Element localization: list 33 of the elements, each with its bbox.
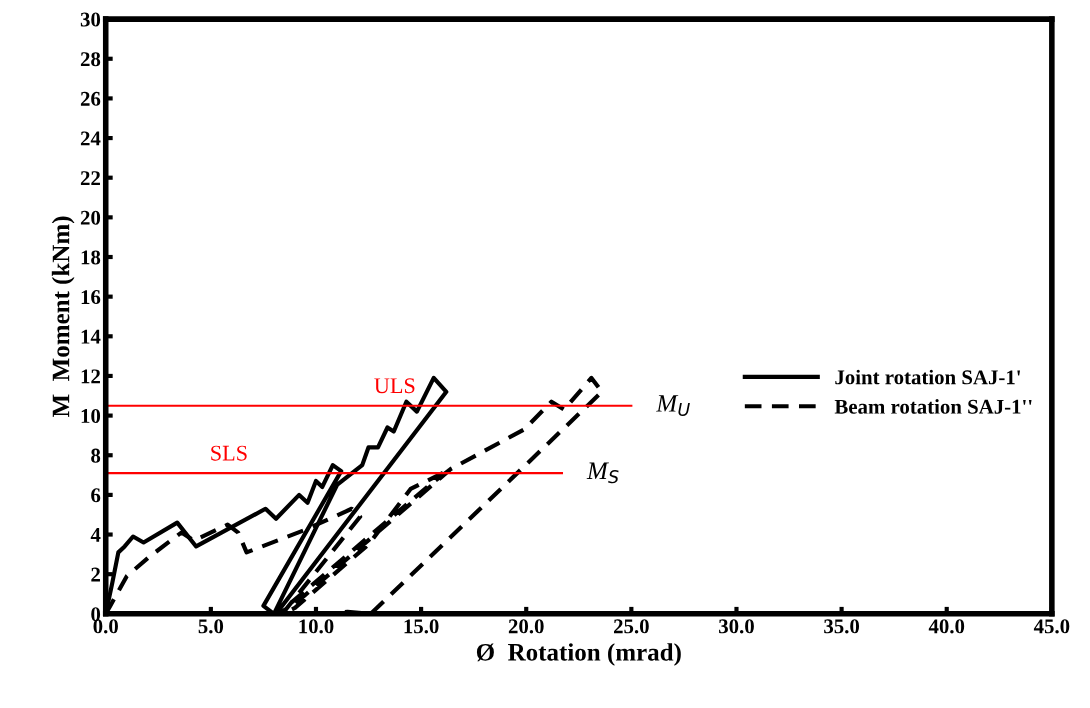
x-tick-label: 40.0 bbox=[928, 619, 965, 634]
x-tick-label: 25.0 bbox=[614, 619, 649, 634]
y-tick-label: 26 bbox=[80, 91, 101, 106]
ref-line-label: SLS bbox=[211, 445, 247, 461]
ref-line-label: ULS bbox=[374, 378, 415, 394]
y-tick-label: 8 bbox=[91, 448, 101, 463]
y-tick-label: 30 bbox=[80, 12, 101, 27]
x-tick-label: 35.0 bbox=[824, 619, 860, 634]
y-tick-label: 20 bbox=[80, 210, 101, 225]
y-tick-label: 2 bbox=[91, 567, 100, 582]
x-tick-label: 20.0 bbox=[508, 619, 544, 634]
y-tick-label: 6 bbox=[91, 488, 101, 503]
y-tick-label: 4 bbox=[90, 528, 101, 542]
y-tick-label: 16 bbox=[81, 290, 101, 305]
x-tick-label: 15.0 bbox=[404, 619, 439, 634]
y-tick-label: 12 bbox=[81, 369, 100, 384]
y-tick-label: 10 bbox=[81, 408, 101, 424]
x-axis-title: Ø Rotation (mrad) bbox=[476, 643, 681, 666]
y-tick-label: 14 bbox=[81, 329, 101, 344]
x-tick-label: 5.0 bbox=[198, 619, 224, 634]
x-tick-label: 30.0 bbox=[719, 619, 754, 634]
x-tick-label: 0.0 bbox=[93, 619, 118, 634]
annotation: M$_{U}$ bbox=[656, 395, 690, 416]
y-tick-label: 24 bbox=[80, 131, 101, 146]
legend-label: Joint rotation SAJ-1' bbox=[835, 369, 1020, 385]
y-axis-title: M Moment (kNm) bbox=[51, 216, 75, 418]
x-tick-label: 10.0 bbox=[299, 619, 334, 634]
y-tick-label: 18 bbox=[81, 250, 101, 265]
x-tick-label: 45.0 bbox=[1033, 619, 1070, 634]
annotation: M$_{S}$ bbox=[586, 462, 619, 484]
legend-label: Beam rotation SAJ-1'' bbox=[834, 399, 1032, 414]
y-tick-label: 28 bbox=[80, 52, 101, 67]
y-tick-label: 22 bbox=[80, 171, 100, 185]
